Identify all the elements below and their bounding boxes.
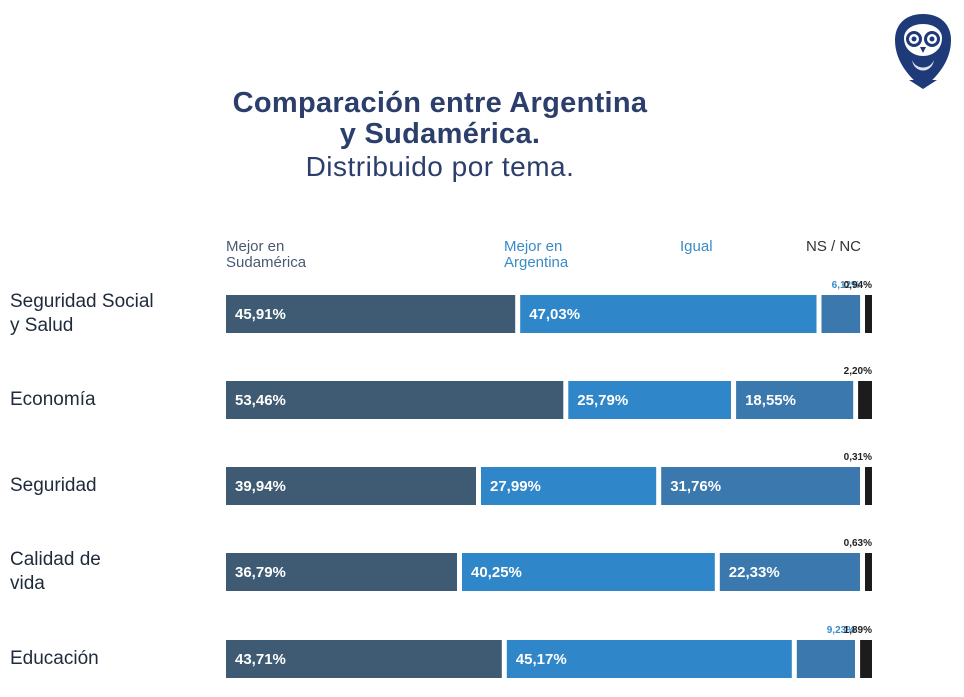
row-label: Educación [10, 647, 190, 671]
owl-icon [895, 14, 951, 89]
bar-igual [736, 381, 854, 419]
row-label-line: Economía [10, 389, 96, 410]
data-label-argentina: 40,25% [471, 564, 522, 581]
bar-igual [796, 640, 855, 678]
bar-igual [661, 467, 860, 505]
subtitle: Distribuido por tema. [305, 151, 575, 182]
bar-sudamerica [226, 295, 516, 333]
data-label-sudamerica: 36,79% [235, 564, 286, 581]
row-label: Calidad de vida [10, 548, 190, 596]
row-label-line: Seguridad [10, 475, 97, 496]
data-label-igual: 9,23% [827, 625, 855, 636]
data-label-argentina: 25,79% [577, 392, 628, 409]
legend-igual: Igual [680, 238, 713, 255]
bar-argentina [462, 553, 715, 591]
data-label-sudamerica: 45,91% [235, 306, 286, 323]
data-label-argentina: 47,03% [529, 306, 580, 323]
data-label-igual: 18,55% [745, 392, 796, 409]
data-label-igual: 22,33% [729, 564, 780, 581]
title-line-1: Comparación entre Argentina [232, 87, 648, 119]
data-label-igual: 6,12% [832, 280, 860, 291]
bar-sudamerica [226, 381, 564, 419]
bar-igual [821, 295, 861, 333]
bar-sudamerica [226, 640, 502, 678]
row-label-line: y Salud [10, 315, 74, 336]
bar-argentina [520, 295, 817, 333]
legend-argentina: Mejor en Argentina [504, 238, 569, 271]
bar-igual [719, 553, 860, 591]
bar-argentina [481, 467, 657, 505]
row-label: Seguridad Social y Salud [10, 290, 190, 338]
row-label-line: vida [10, 573, 45, 594]
data-label-nsnc: 2,20% [844, 366, 872, 377]
bar-nsnc [865, 467, 872, 505]
bar-nsnc [865, 553, 872, 591]
row-label: Seguridad [10, 474, 190, 498]
bar-argentina [568, 381, 731, 419]
data-label-argentina: 27,99% [490, 478, 541, 495]
data-label-nsnc: 1,89% [844, 625, 872, 636]
data-label-sudamerica: 53,46% [235, 392, 286, 409]
bar-sudamerica [226, 553, 457, 591]
data-label-nsnc: 0,94% [844, 280, 872, 291]
row-label-line: Educación [10, 648, 99, 669]
data-label-argentina: 45,17% [516, 651, 567, 668]
bar-nsnc [860, 640, 872, 678]
chart-title: Comparación entre Argentina y Sudamérica… [180, 88, 700, 184]
row-label: Economía [10, 388, 190, 412]
data-label-sudamerica: 39,94% [235, 478, 286, 495]
data-label-nsnc: 0,63% [844, 538, 872, 549]
data-label-nsnc: 0,31% [844, 452, 872, 463]
bar-argentina [506, 640, 792, 678]
legend-nsnc: NS / NC [806, 238, 862, 255]
bar-nsnc [858, 381, 872, 419]
data-label-sudamerica: 43,71% [235, 651, 286, 668]
row-label-line: Seguridad Social [10, 291, 154, 312]
data-label-igual: 31,76% [670, 478, 721, 495]
row-label-line: Calidad de [10, 549, 101, 570]
bar-nsnc [865, 295, 872, 333]
bar-sudamerica [226, 467, 476, 505]
title-line-2: y Sudamérica. [339, 118, 541, 150]
legend-sudamerica: Mejor en Sudamérica [226, 238, 307, 271]
